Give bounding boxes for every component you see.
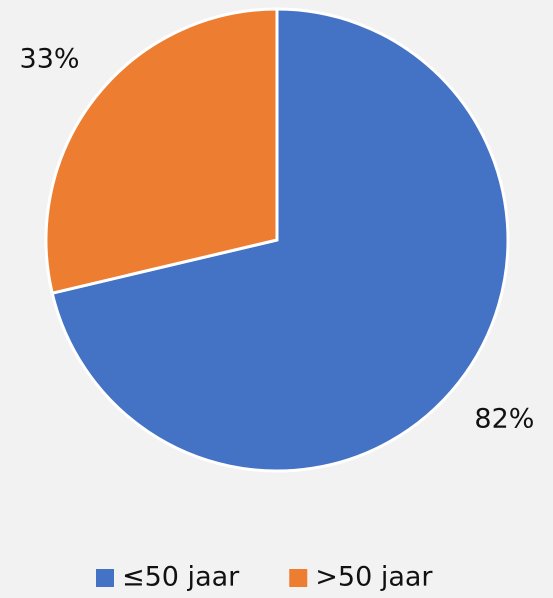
- legend-swatch: [289, 569, 308, 587]
- legend-label: ≤50 jaar: [122, 562, 240, 593]
- legend-label: >50 jaar: [315, 562, 433, 593]
- data-label: 82%: [474, 403, 534, 434]
- pie-slice: [44, 7, 279, 295]
- legend-swatch: [96, 569, 114, 587]
- data-label: 33%: [20, 44, 80, 75]
- pie-slice: [50, 7, 510, 473]
